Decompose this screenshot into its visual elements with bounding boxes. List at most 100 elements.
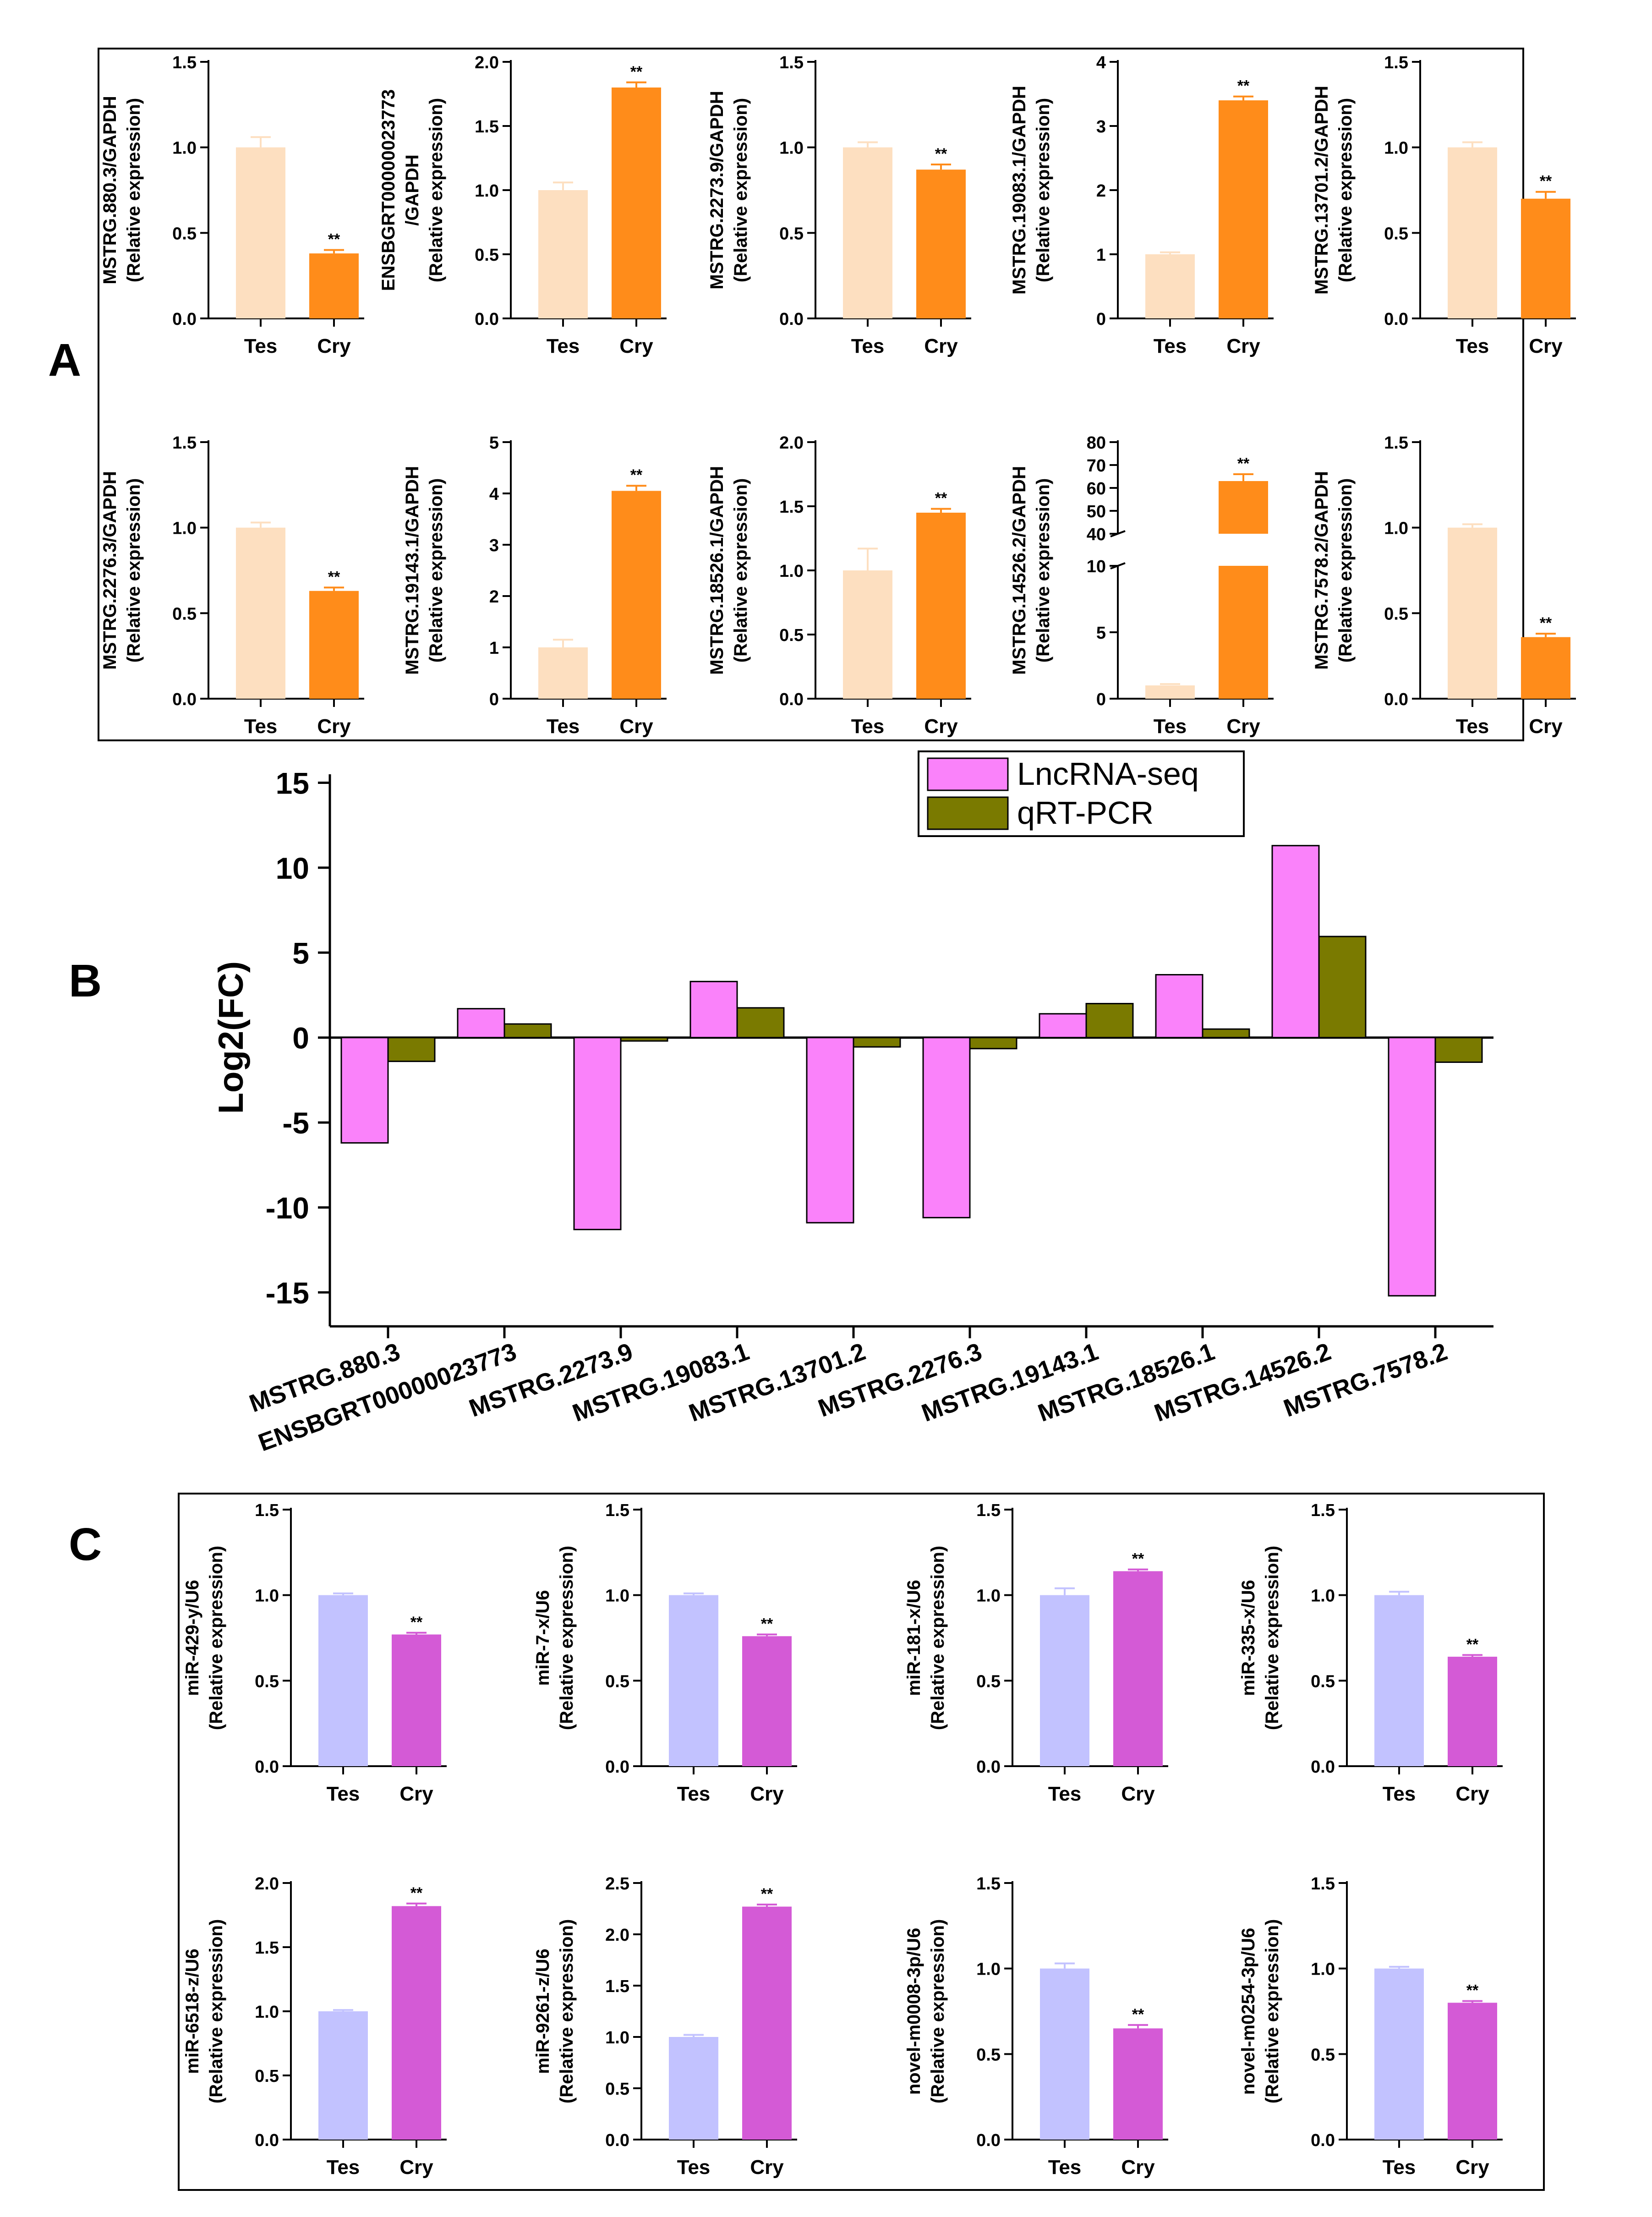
y-tick-label: 1.5: [605, 1977, 629, 1996]
y-tick-label: 2.0: [475, 53, 499, 72]
y-tick-label: 0: [292, 1021, 309, 1055]
x-tick-label-tes: Tes: [547, 715, 580, 738]
x-tick-label-cry: Cry: [1455, 2156, 1489, 2179]
bar-cry: [392, 1634, 441, 1766]
y-axis-label: MSTRG.19083.1/GAPDH: [1009, 86, 1029, 295]
bar-plot: 0.0 0.5 1.0 1.5 2.0 Tes Cry ** ENSBGRT0000002377…: [378, 53, 667, 357]
legend-swatch-lncrna-seq: [927, 757, 1009, 791]
y-tick-label: 0.5: [1311, 2045, 1335, 2064]
y-axis-label: MSTRG.2273.9/GAPDH: [707, 91, 727, 289]
x-tick-label-cry: Cry: [750, 2156, 784, 2179]
y-tick-label: 0.0: [255, 1757, 279, 1777]
panel-c-label: C: [69, 1519, 102, 1570]
y-tick-label: 15: [276, 766, 309, 800]
y-axis-label: (Relative expression): [731, 98, 751, 282]
bar-plot: 0.0 0.5 1.0 1.5 Tes Cry ** novel-m0008-3p/U6 (Re…: [904, 1874, 1168, 2179]
y-tick-label: 0.5: [976, 2045, 1001, 2064]
bar-cry: [1448, 2003, 1497, 2140]
x-tick-label-cry: Cry: [317, 335, 351, 357]
y-axis-label: (Relative expression): [124, 478, 144, 662]
y-tick-label: 0.0: [976, 2131, 1001, 2150]
x-tick-label-tes: Tes: [1456, 335, 1489, 357]
y-tick-label: 70: [1087, 456, 1106, 476]
panel-a-label: A: [48, 334, 81, 386]
bar-lncrna-seq: [1388, 1037, 1436, 1297]
y-tick-label: 4: [1096, 53, 1106, 72]
x-tick-label-tes: Tes: [1048, 1783, 1082, 1805]
y-tick-label: 0.0: [1311, 1757, 1335, 1777]
y-axis-label: MSTRG.19143.1/GAPDH: [402, 466, 422, 675]
y-axis-label: MSTRG.880.3/GAPDH: [100, 96, 120, 284]
y-axis-label: (Relative expression): [1335, 478, 1356, 662]
y-tick-label: -5: [282, 1106, 309, 1140]
bar-tes: [1040, 1968, 1089, 2140]
y-tick-label: 1.5: [172, 53, 197, 72]
significance-marker: **: [630, 63, 643, 81]
bar-cry: [742, 1906, 792, 2140]
y-tick-label: 1.5: [605, 1501, 629, 1520]
y-tick-label: 0.5: [172, 224, 197, 243]
y-tick-label: 0.0: [172, 690, 197, 709]
bar-cry: [1521, 637, 1570, 699]
bar-qrt-pcr: [1085, 1003, 1134, 1039]
y-tick-label: 1.5: [1311, 1501, 1335, 1520]
bar-lncrna-seq: [1155, 974, 1203, 1039]
significance-marker: **: [1237, 77, 1250, 95]
significance-marker: **: [1466, 1636, 1479, 1653]
y-tick-label: 1.0: [255, 1587, 279, 1606]
bar-plot: 0.0 0.5 1.0 1.5 2.0 Tes Cry ** MSTRG.18526.1/GAP…: [707, 433, 971, 738]
bar-tes: [1374, 1595, 1424, 1766]
y-tick-label: 1.0: [475, 181, 499, 201]
bar-tes: [669, 2037, 718, 2140]
bar-plot: 0.0 0.5 1.0 1.5 Tes Cry ** MSTRG.7578.2/GAPDH (R…: [1312, 433, 1576, 738]
legend-label-qrt-pcr: qRT-PCR: [1017, 795, 1154, 831]
y-tick-label: 0.0: [172, 310, 197, 329]
x-tick-label-tes: Tes: [327, 1783, 360, 1805]
bar-plot: 0.0 0.5 1.0 1.5 Tes Cry ** miR-429-y/U6 (Relativ…: [182, 1501, 447, 1805]
y-axis-label: (Relative expression): [557, 1546, 577, 1730]
y-tick-label: 1.0: [1311, 1587, 1335, 1606]
bar-lncrna-seq: [689, 980, 738, 1039]
significance-marker: **: [761, 1615, 773, 1633]
y-tick-label: 0: [489, 690, 499, 709]
x-tick-label-tes: Tes: [677, 1783, 711, 1805]
x-tick-label-tes: Tes: [1154, 715, 1187, 738]
x-tick-label-cry: Cry: [619, 335, 653, 357]
x-tick-label-tes: Tes: [1383, 2156, 1416, 2179]
y-tick-label: 1.0: [605, 1587, 629, 1606]
y-tick-label: 1: [1096, 246, 1106, 265]
x-tick-label-tes: Tes: [851, 335, 885, 357]
y-tick-label: 0.0: [255, 2131, 279, 2150]
x-tick-label-cry: Cry: [1121, 2156, 1155, 2179]
y-axis-label: /GAPDH: [402, 154, 422, 226]
y-tick-label: 1.5: [1384, 433, 1408, 453]
x-tick-label-cry: Cry: [1529, 335, 1563, 357]
y-tick-label: 2.5: [605, 1874, 629, 1894]
y-tick-label: 1.5: [1384, 53, 1408, 72]
y-axis-label: (Relative expression): [206, 1546, 226, 1730]
x-tick-label-tes: Tes: [244, 715, 278, 738]
x-tick-label-tes: Tes: [1456, 715, 1489, 738]
x-tick-label-cry: Cry: [1121, 1783, 1155, 1805]
bar-tes: [843, 147, 892, 318]
significance-marker: **: [630, 466, 643, 484]
bar-cry: [1219, 100, 1268, 318]
y-axis-label: (Relative expression): [1262, 1546, 1282, 1730]
y-axis-label: (Relative expression): [928, 1546, 948, 1730]
y-tick-label: 2: [489, 587, 499, 607]
y-tick-label: 1.0: [976, 1587, 1001, 1606]
bar-qrt-pcr: [969, 1037, 1017, 1050]
significance-marker: **: [935, 490, 947, 507]
x-tick-label-tes: Tes: [851, 715, 885, 738]
y-tick-label: 1.0: [976, 1960, 1001, 1979]
y-tick-label: 0.5: [779, 626, 804, 645]
x-tick-label-tes: Tes: [1154, 335, 1187, 357]
bar-tes: [1448, 147, 1497, 318]
bar-qrt-pcr: [503, 1023, 552, 1039]
bar-tes: [1040, 1595, 1089, 1766]
y-tick-label: 0.0: [779, 690, 804, 709]
x-tick-label-cry: Cry: [924, 335, 958, 357]
y-tick-label: 1.0: [172, 139, 197, 158]
